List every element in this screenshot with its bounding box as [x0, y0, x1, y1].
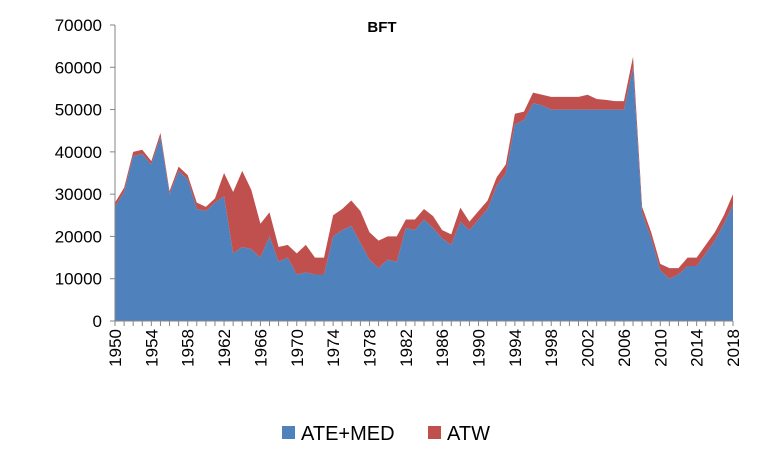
x-tick-label: 1974: [324, 329, 343, 367]
x-tick-label: 2018: [724, 329, 743, 367]
x-tick-label: 2002: [579, 329, 598, 367]
x-tick-label: 1986: [433, 329, 452, 367]
legend-label: ATW: [447, 423, 490, 445]
x-tick-label: 1982: [397, 329, 416, 367]
y-tick-labels: 0 10000 20000 30000 40000 50000 60000 70000: [55, 16, 115, 331]
y-tick-label: 40000: [55, 143, 102, 162]
y-tick-label: 70000: [55, 16, 102, 35]
x-tick-label: 1966: [251, 329, 270, 367]
legend: ATE+MED ATW: [282, 423, 490, 445]
x-tick-labels: 1950 1954 1958 1962 1966 1970 1974 1978 1982 1986…: [106, 321, 743, 367]
x-tick-label: 1998: [542, 329, 561, 367]
x-tick-label: 2014: [688, 329, 707, 367]
x-tick-label: 1994: [506, 329, 525, 367]
x-tick-label: 2010: [651, 329, 670, 367]
x-tick-label: 1954: [142, 329, 161, 367]
x-tick-label: 1958: [179, 329, 198, 367]
legend-label: ATE+MED: [301, 423, 395, 445]
legend-swatch: [428, 426, 441, 439]
series-area-1: [115, 56, 733, 279]
legend-swatch: [282, 426, 295, 439]
y-tick-label: 10000: [55, 270, 102, 289]
chart-title: BFT: [367, 19, 396, 36]
y-tick-label: 0: [93, 312, 102, 331]
series-area-0: [115, 67, 733, 322]
x-tick-label: 1990: [470, 329, 489, 367]
x-tick-label: 1970: [288, 329, 307, 367]
x-tick-label: 1962: [215, 329, 234, 367]
y-tick-label: 50000: [55, 101, 102, 120]
y-tick-label: 30000: [55, 185, 102, 204]
x-tick-label: 1950: [106, 329, 125, 367]
y-tick-label: 60000: [55, 58, 102, 77]
x-tick-label: 2006: [615, 329, 634, 367]
plot-areas: [115, 56, 733, 322]
x-tick-label: 1978: [360, 329, 379, 367]
y-tick-label: 20000: [55, 227, 102, 246]
